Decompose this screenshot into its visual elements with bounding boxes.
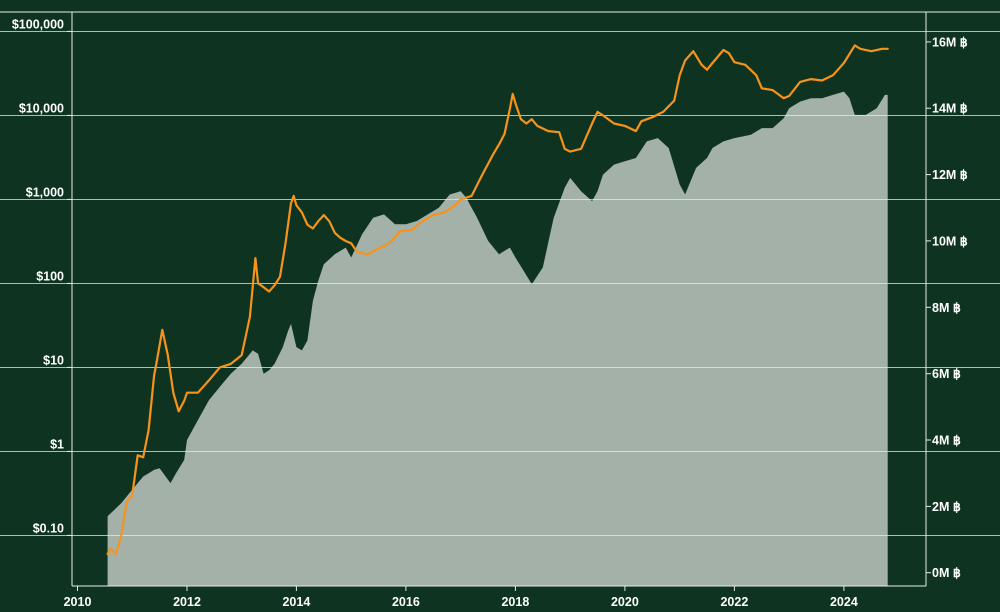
- right-tick-label: 10M ฿: [932, 234, 968, 248]
- x-tick-label: 2024: [830, 595, 858, 609]
- x-tick-label: 2022: [720, 595, 748, 609]
- right-tick-label: 14M ฿: [932, 102, 968, 116]
- x-tick-label: 2010: [64, 595, 92, 609]
- supply-area-layer: [107, 91, 888, 586]
- right-tick-label: 8M ฿: [932, 301, 961, 315]
- right-tick-label: 16M ฿: [932, 35, 968, 49]
- left-tick-label: $10,000: [19, 101, 64, 115]
- supply-area-series: [107, 91, 888, 586]
- left-axis-ticks: $0.10 $1 $10 $100 $1,000 $10,000 $100,000: [12, 17, 72, 536]
- left-tick-label: $100: [36, 269, 64, 283]
- right-tick-label: 6M ฿: [932, 367, 961, 381]
- x-tick-label: 2016: [392, 595, 420, 609]
- x-tick-label: 2012: [173, 595, 201, 609]
- price-line-layer: [106, 44, 889, 556]
- x-axis-ticks: 2010 2012 2014 2016 2018 2020 2022 2024: [64, 586, 858, 609]
- left-tick-label: $0.10: [33, 521, 64, 535]
- right-axis-ticks: 0M ฿ 2M ฿ 4M ฿ 6M ฿ 8M ฿ 10M ฿ 12M ฿ 14M ฿ 16M ฿: [926, 35, 968, 580]
- x-tick-label: 2020: [611, 595, 639, 609]
- right-tick-label: 0M ฿: [932, 566, 961, 580]
- price-line-series: [106, 44, 889, 556]
- right-tick-label: 4M ฿: [932, 434, 961, 448]
- right-tick-label: 2M ฿: [932, 500, 961, 514]
- right-tick-label: 12M ฿: [932, 168, 968, 182]
- x-tick-label: 2014: [282, 595, 310, 609]
- gridlines: [0, 30, 1000, 536]
- x-tick-label: 2018: [501, 595, 529, 609]
- left-tick-label: $10: [43, 353, 64, 367]
- left-tick-label: $1,000: [26, 185, 64, 199]
- left-tick-label: $1: [50, 437, 64, 451]
- left-tick-label: $100,000: [12, 17, 64, 31]
- plot-frame: [0, 11, 1000, 587]
